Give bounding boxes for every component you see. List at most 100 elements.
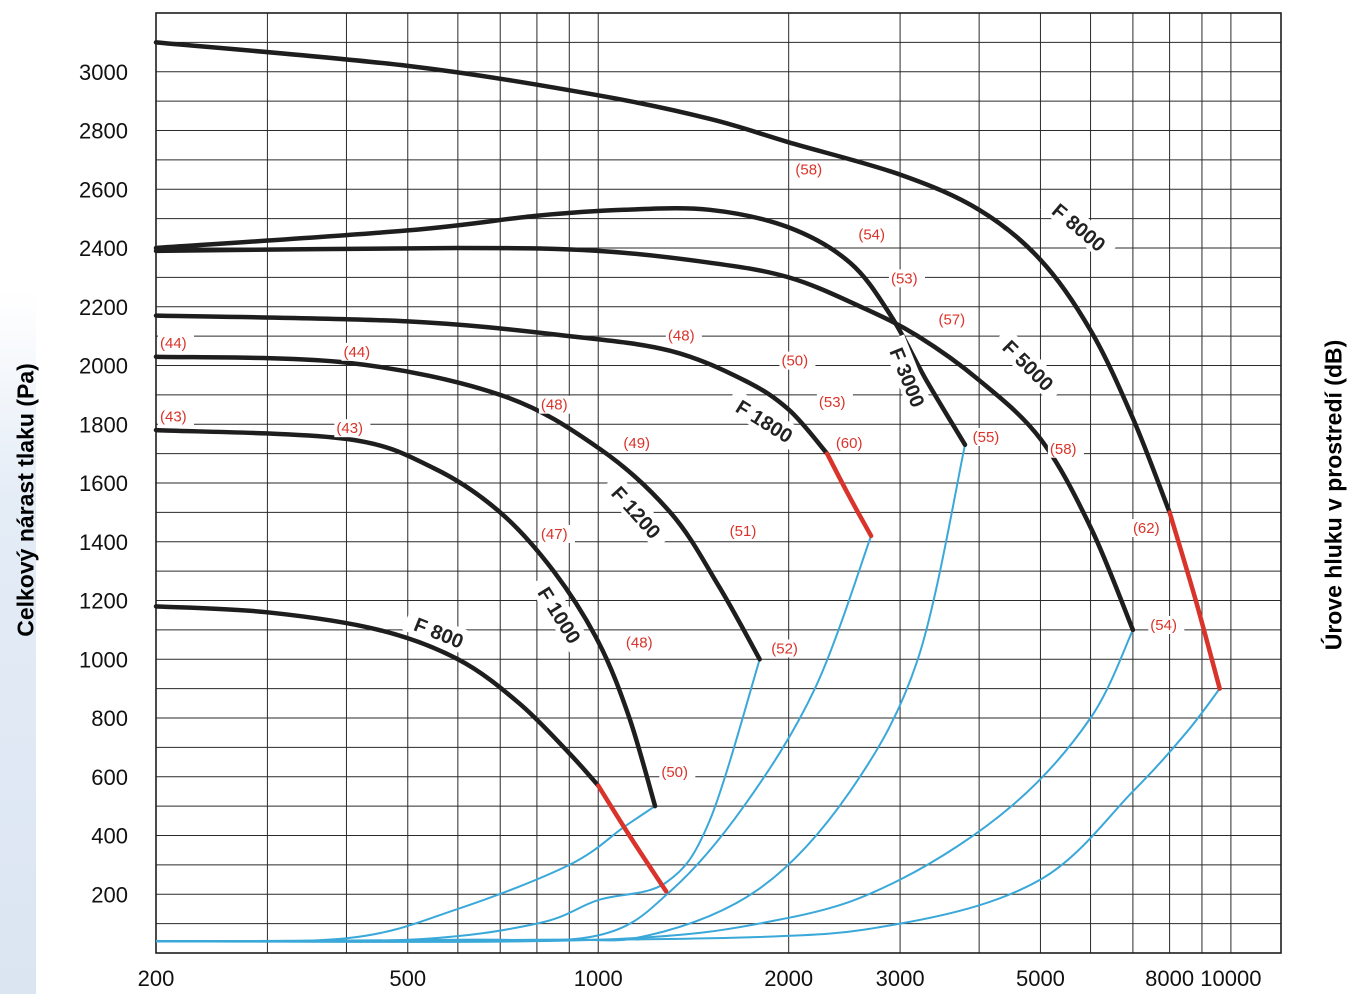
x-tick-label: 8000 — [1145, 966, 1194, 991]
x-tick-label: 200 — [138, 966, 175, 991]
noise-level-label: (54) — [858, 226, 885, 243]
y2-axis-title: Úrove hluku v prostredí (dB) — [1320, 339, 1347, 651]
x-tick-label: 2000 — [764, 966, 813, 991]
noise-level-label: (48) — [668, 328, 695, 345]
noise-level-label: (47) — [541, 526, 568, 543]
noise-label-backing — [158, 334, 194, 352]
fan-curve-name: F 1200 — [606, 483, 664, 544]
noise-level-label: (50) — [781, 353, 808, 370]
limit-segment-f-8000 — [1167, 510, 1222, 691]
y-tick-label: 1600 — [79, 471, 128, 496]
limit-segment-f-1800 — [824, 451, 874, 539]
y-tick-label: 1000 — [79, 647, 128, 672]
y-tick-label: 800 — [91, 706, 128, 731]
noise-level-label: (43) — [160, 408, 187, 425]
noise-label-backing — [665, 326, 702, 345]
y-tick-label: 3000 — [79, 60, 128, 85]
noise-label-backing — [158, 407, 194, 426]
fan-curve-label-f-1800: F 1800 — [723, 388, 806, 453]
fan-curve-f-1200 — [153, 354, 762, 662]
noise-label-backing — [856, 225, 893, 244]
noise-level-label: (51) — [730, 523, 757, 540]
label-backing — [402, 607, 477, 657]
y-tick-label: 600 — [91, 765, 128, 790]
noise-label-backing — [659, 762, 696, 781]
noise-level-label: (48) — [626, 635, 653, 652]
noise-level-label: (49) — [623, 435, 650, 452]
x-tick-label: 1000 — [574, 966, 623, 991]
noise-label-backing — [334, 419, 371, 438]
label-backing — [600, 473, 674, 551]
y-tick-label: 2200 — [79, 295, 128, 320]
noise-label-backing — [623, 633, 660, 652]
noise-label-backing — [1047, 439, 1084, 458]
label-backing — [723, 388, 806, 453]
fan-curve-f-8000 — [153, 40, 1172, 515]
y-tick-label: 200 — [91, 882, 128, 907]
noise-level-label: (50) — [661, 764, 688, 781]
y-tick-label: 2800 — [79, 119, 128, 144]
system-curves — [155, 444, 1221, 943]
noise-level-label: (55) — [973, 429, 1000, 446]
y-tick-label: 2000 — [79, 354, 128, 379]
fan-curve-f-5000 — [153, 245, 1136, 633]
x-tick-label: 500 — [389, 966, 426, 991]
noise-label-backing — [970, 428, 1007, 446]
fan-curve-label-f-8000: F 8000 — [1040, 191, 1119, 263]
left-axis-band — [0, 290, 36, 994]
noise-label-backing — [621, 433, 658, 452]
y-tick-label: 1400 — [79, 530, 128, 555]
fan-curve-name: F 3000 — [885, 345, 929, 411]
system-curve-5 — [155, 629, 1134, 943]
noise-label-backing — [779, 351, 816, 370]
y-tick-label: 2600 — [79, 177, 128, 202]
noise-level-label: (57) — [938, 312, 965, 329]
noise-label-backing — [769, 639, 806, 658]
fan-curve-f-3000 — [153, 206, 968, 448]
system-curve-4 — [155, 444, 966, 943]
noise-label-backing — [538, 395, 575, 414]
noise-level-label: (44) — [343, 344, 370, 361]
fan-curve-name: F 1000 — [533, 583, 585, 647]
noise-level-label: (52) — [771, 641, 798, 658]
noise-level-label: (44) — [160, 335, 187, 352]
fan-curve-f-800 — [153, 604, 601, 788]
noise-level-label: (53) — [819, 394, 846, 411]
y-tick-label: 1200 — [79, 589, 128, 614]
noise-label-backing — [727, 522, 764, 540]
y-tick-label: 1800 — [79, 412, 128, 437]
noise-label-backing — [341, 342, 378, 361]
fan-curve-name: F 1800 — [732, 396, 796, 448]
noise-level-label: (54) — [1150, 617, 1177, 634]
x-tick-labels: 200 500 1000 2000 3000 5000 8000 10000 — [138, 966, 1262, 991]
x-tick-label: 10000 — [1200, 966, 1261, 991]
system-curve-6 — [155, 687, 1221, 943]
noise-label-backing — [936, 310, 973, 329]
noise-level-label: (58) — [795, 162, 822, 179]
noise-level-label: (43) — [336, 420, 363, 437]
noise-level-label: (48) — [541, 397, 568, 414]
grid — [155, 12, 1282, 954]
system-curve-1 — [155, 805, 656, 943]
noise-label-backing — [888, 269, 925, 288]
fan-curve-name: F 5000 — [998, 336, 1058, 396]
x-tick-label: 5000 — [1016, 966, 1065, 991]
noise-level-label: (62) — [1133, 520, 1160, 537]
y-tick-labels: 3000 2800 2600 2400 2200 2000 1800 1600 1400 1200… — [79, 60, 128, 908]
noise-level-label: (58) — [1050, 441, 1077, 458]
y-tick-label: 2400 — [79, 236, 128, 261]
noise-label-backing — [1130, 519, 1167, 538]
fan-curve-f-1800 — [153, 313, 830, 456]
label-backing — [991, 327, 1067, 403]
noise-label-backing — [816, 392, 853, 411]
system-curve-3 — [155, 535, 873, 943]
noise-level-label: (53) — [891, 270, 918, 287]
plot-frame — [155, 12, 1282, 954]
label-backing — [1040, 191, 1119, 263]
noise-label-backing — [793, 160, 830, 179]
noise-label-backing — [1148, 616, 1185, 634]
label-backing — [881, 334, 935, 420]
noise-labels: (44) (43) (44) (43) (48) (48) (49) (47) (51) (48)… — [158, 160, 1185, 781]
noise-level-label: (60) — [836, 435, 863, 452]
